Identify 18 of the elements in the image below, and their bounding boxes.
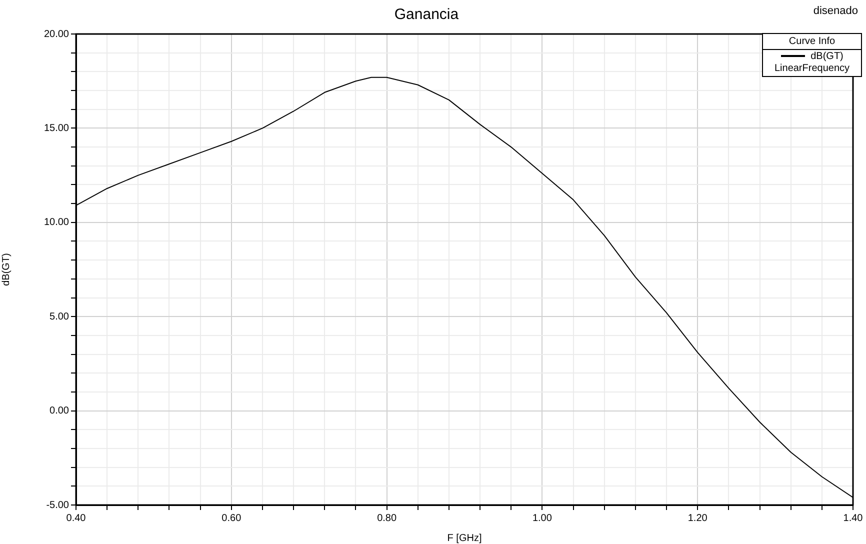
x-tick-label: 1.00 bbox=[532, 512, 552, 524]
x-tick-label: 1.40 bbox=[843, 512, 864, 524]
legend-title: Curve Info bbox=[788, 35, 836, 49]
y-tick-label: 10.00 bbox=[44, 217, 70, 228]
legend-label: dB(GT) LinearFrequency bbox=[773, 50, 851, 76]
y-tick-label: 5.00 bbox=[50, 311, 70, 322]
y-axis-title: dB(GT) bbox=[0, 253, 12, 286]
text: disenado bbox=[813, 5, 858, 17]
y-tick-label: -5.00 bbox=[46, 500, 70, 511]
y-tick-label: 15.00 bbox=[44, 122, 70, 134]
y-tick-label: 20.00 bbox=[44, 28, 70, 40]
x-tick-label: 0.60 bbox=[222, 512, 242, 524]
y-tick-label: 0.00 bbox=[50, 406, 70, 417]
x-tick-label: 0.80 bbox=[377, 512, 397, 524]
x-axis-title: F [GHz] bbox=[447, 532, 482, 544]
x-tick-label: 1.20 bbox=[688, 512, 708, 524]
x-tick-label: 0.40 bbox=[66, 512, 86, 524]
chart-title: Ganancia bbox=[394, 6, 460, 24]
